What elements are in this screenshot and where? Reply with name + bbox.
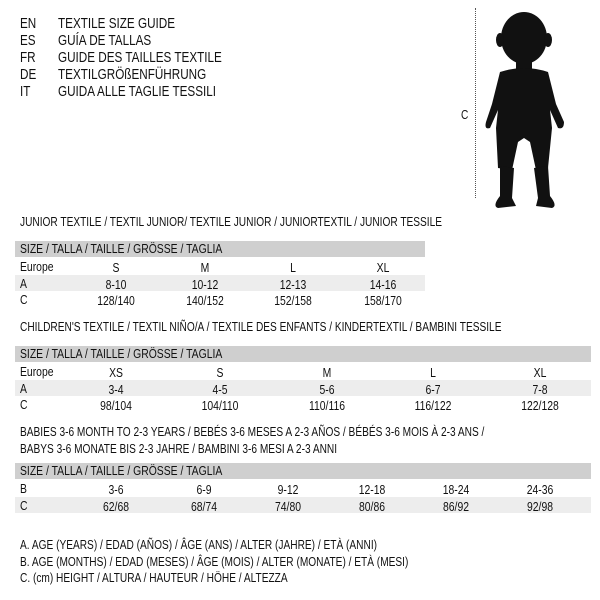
guide-title: GUÍA DE TALLAS	[58, 32, 152, 49]
table-cell: 122/128	[521, 398, 559, 413]
guide-title: GUIDE DES TAILLES TEXTILE	[58, 49, 222, 66]
legend-item-c: C. (cm) HEIGHT / ALTURA / HAUTEUR / HÖHE…	[20, 570, 288, 585]
table-row: C 62/68 68/74 74/80 80/86 86/92 92/98	[15, 496, 591, 514]
lang-code: EN	[20, 15, 37, 32]
table-cell: 12-13	[279, 276, 307, 292]
table-cell: 62/68	[102, 498, 130, 514]
table-cell: 3-6	[108, 482, 124, 497]
row-label: C	[20, 397, 28, 412]
table-row: Europe XS S M L XL	[15, 363, 591, 380]
row-label: C	[20, 497, 28, 513]
table-cell: S	[216, 365, 224, 380]
guide-title: TEXTILE SIZE GUIDE	[58, 15, 176, 32]
section-title-babies-line2: BABYS 3-6 MONATE BIS 2-3 JAHRE / BAMBINI…	[20, 441, 338, 456]
row-label: C	[20, 292, 28, 307]
table-cell: 128/140	[97, 293, 135, 308]
lang-code: IT	[20, 83, 31, 100]
child-silhouette-icon	[485, 12, 564, 208]
legend-item-a: A. AGE (YEARS) / EDAD (AÑOS) / ÂGE (ANS)…	[20, 537, 378, 552]
section-title-junior: JUNIOR TEXTILE / TEXTIL JUNIOR/ TEXTILE …	[20, 214, 443, 229]
table-cell: XL	[376, 260, 390, 275]
size-header-label: SIZE / TALLA / TAILLE / GRÖSSE / TAGLIA	[20, 463, 223, 478]
table-cell: 158/170	[364, 293, 402, 308]
row-label: B	[20, 481, 27, 496]
table-row: C 128/140 140/152 152/158 158/170	[15, 291, 425, 308]
table-cell: 18-24	[442, 482, 470, 497]
section-title-children: CHILDREN'S TEXTILE / TEXTIL NIÑO/A / TEX…	[20, 319, 502, 334]
table-cell: 116/122	[414, 398, 452, 413]
size-header-bar: SIZE / TALLA / TAILLE / GRÖSSE / TAGLIA	[15, 241, 425, 257]
table-row: C 98/104 104/110 110/116 116/122 122/128	[15, 396, 591, 413]
table-cell: 14-16	[369, 276, 397, 292]
size-header-label: SIZE / TALLA / TAILLE / GRÖSSE / TAGLIA	[20, 346, 223, 361]
table-cell: 6-9	[196, 482, 212, 497]
lang-code: FR	[20, 49, 36, 66]
table-cell: 3-4	[108, 381, 124, 397]
lang-code: DE	[20, 66, 37, 83]
table-cell: 4-5	[212, 381, 228, 397]
height-measure-line	[475, 8, 476, 198]
table-cell: S	[112, 260, 120, 275]
size-header-bar: SIZE / TALLA / TAILLE / GRÖSSE / TAGLIA	[15, 463, 591, 479]
table-cell: 10-12	[191, 276, 219, 292]
table-cell: 86/92	[442, 498, 470, 514]
section-title-babies: BABIES 3-6 MONTH TO 2-3 YEARS / BEBÉS 3-…	[20, 424, 485, 439]
table-cell: 98/104	[100, 398, 132, 413]
table-row: A 8-10 10-12 12-13 14-16	[15, 274, 425, 292]
row-label: Europe	[20, 259, 54, 274]
table-cell: 74/80	[274, 498, 302, 514]
table-cell: XS	[109, 365, 123, 380]
size-header-bar: SIZE / TALLA / TAILLE / GRÖSSE / TAGLIA	[15, 346, 591, 362]
table-cell: 6-7	[425, 381, 441, 397]
table-cell: XL	[533, 365, 547, 380]
table-cell: 68/74	[190, 498, 218, 514]
guide-title: GUIDA ALLE TAGLIE TESSILI	[58, 83, 217, 100]
table-cell: M	[322, 365, 332, 380]
lang-code: ES	[20, 32, 36, 49]
row-label: A	[20, 380, 27, 396]
size-header-label: SIZE / TALLA / TAILLE / GRÖSSE / TAGLIA	[20, 241, 223, 256]
table-cell: 24-36	[526, 482, 554, 497]
table-cell: 110/116	[308, 398, 346, 413]
table-row: A 3-4 4-5 5-6 6-7 7-8	[15, 379, 591, 397]
table-cell: L	[430, 365, 436, 380]
table-row: B 3-6 6-9 9-12 12-18 18-24 24-36	[15, 480, 591, 497]
height-measure-label: C	[461, 107, 469, 122]
table-cell: 140/152	[186, 293, 224, 308]
table-cell: 104/110	[201, 398, 239, 413]
guide-title: TEXTILGRÖßENFÜHRUNG	[58, 66, 207, 83]
table-cell: 80/86	[358, 498, 386, 514]
row-label: A	[20, 275, 27, 291]
table-cell: 8-10	[105, 276, 127, 292]
table-cell: 5-6	[319, 381, 335, 397]
table-cell: 9-12	[277, 482, 299, 497]
table-cell: 7-8	[532, 381, 548, 397]
table-row: Europe S M L XL	[15, 258, 425, 275]
table-cell: 12-18	[358, 482, 386, 497]
row-label: Europe	[20, 364, 54, 379]
table-cell: M	[200, 260, 210, 275]
legend-item-b: B. AGE (MONTHS) / EDAD (MESES) / ÂGE (MO…	[20, 554, 409, 569]
table-cell: 152/158	[274, 293, 312, 308]
table-cell: L	[290, 260, 296, 275]
table-cell: 92/98	[526, 498, 554, 514]
